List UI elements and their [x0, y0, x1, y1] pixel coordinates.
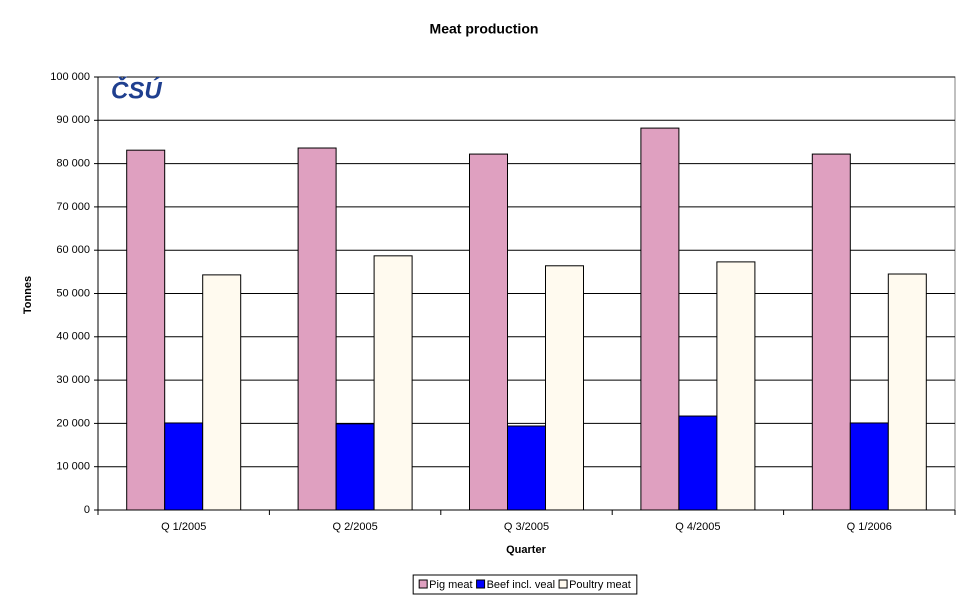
bar	[297, 147, 337, 511]
bar	[373, 255, 413, 511]
bar	[678, 415, 718, 511]
bar	[849, 422, 889, 511]
bar	[126, 149, 166, 511]
y-tick-label: 60 000	[56, 244, 90, 256]
y-tick-label: 0	[84, 504, 90, 516]
logo: ČSÚ	[111, 76, 162, 104]
y-tick-label: 20 000	[56, 417, 90, 429]
legend-label: Pig meat	[429, 579, 472, 591]
bar	[507, 425, 546, 511]
bar	[545, 265, 584, 511]
legend-box	[412, 574, 638, 595]
bar	[164, 422, 204, 511]
y-tick-label: 10 000	[56, 461, 90, 473]
bar	[335, 423, 375, 511]
x-tick-label: Q 1/2006	[847, 521, 892, 533]
y-tick-label: 40 000	[56, 331, 90, 343]
bar	[811, 153, 851, 511]
x-axis-title: Quarter	[506, 544, 546, 556]
y-tick-label: 70 000	[56, 201, 90, 213]
y-tick-label: 80 000	[56, 158, 90, 170]
legend-label: Poultry meat	[569, 579, 631, 591]
x-tick-label: Q 4/2005	[675, 521, 720, 533]
bar	[887, 273, 927, 511]
y-tick-label: 30 000	[56, 374, 90, 386]
bar	[469, 153, 508, 511]
x-tick-label: Q 2/2005	[332, 521, 377, 533]
legend-swatch	[476, 579, 486, 589]
y-tick-label: 100 000	[50, 71, 90, 83]
x-tick-label: Q 3/2005	[504, 521, 549, 533]
x-tick-label: Q 1/2005	[161, 521, 206, 533]
y-axis-title: Tonnes	[22, 276, 34, 314]
y-tick-label: 90 000	[56, 114, 90, 126]
bar	[716, 261, 756, 511]
bar	[202, 274, 242, 511]
legend-swatch	[418, 579, 428, 589]
y-tick-label: 50 000	[56, 287, 90, 299]
bar	[640, 127, 680, 511]
chart-title: Meat production	[430, 21, 539, 37]
legend-label: Beef incl. veal	[487, 579, 555, 591]
legend-swatch	[558, 579, 568, 589]
